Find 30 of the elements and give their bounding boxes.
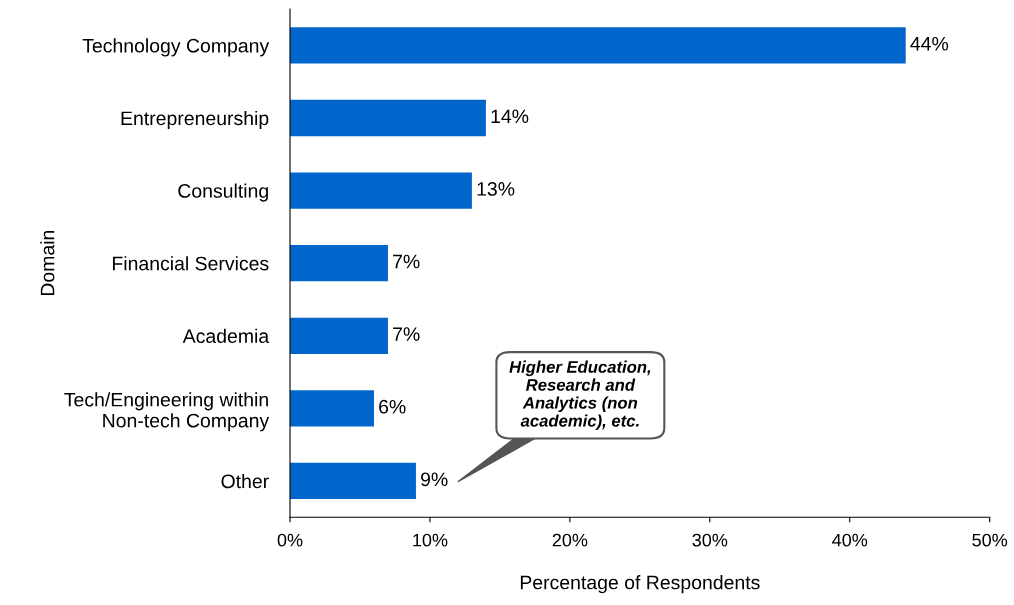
bar bbox=[290, 245, 388, 282]
x-tick-label: 10% bbox=[413, 533, 448, 547]
data-label: 7% bbox=[393, 254, 420, 269]
y-tick-label: Entrepreneurship bbox=[121, 110, 269, 130]
x-tick-label: 40% bbox=[832, 533, 868, 547]
bar bbox=[290, 172, 472, 209]
data-label: 9% bbox=[421, 472, 448, 487]
bar bbox=[290, 317, 388, 354]
bar bbox=[290, 27, 906, 64]
x-axis-title: Percentage of Respondents bbox=[520, 575, 760, 594]
bar bbox=[290, 462, 416, 500]
x-tick-label: 0% bbox=[277, 533, 303, 547]
y-axis-title: Domain bbox=[40, 230, 55, 296]
y-tick-label: Other bbox=[221, 473, 269, 489]
data-label: 13% bbox=[477, 182, 515, 196]
data-label: 6% bbox=[379, 399, 406, 414]
y-tick-label: Consulting bbox=[178, 183, 268, 202]
x-tick-label: 20% bbox=[552, 533, 588, 547]
data-label: 14% bbox=[491, 109, 529, 124]
y-tick-label: Financial Services bbox=[113, 256, 269, 271]
annotation: Higher Education, Research and Analytics (non academic), etc. bbox=[509, 360, 651, 430]
x-tick-label: 30% bbox=[692, 533, 728, 547]
bar bbox=[290, 390, 374, 427]
y-tick-label: Tech/Engineering within Non-tech Company bbox=[64, 392, 270, 432]
data-label: 44% bbox=[910, 36, 949, 51]
x-tick-label: 50% bbox=[972, 533, 1008, 547]
y-tick-label: Academia bbox=[182, 328, 270, 344]
data-label: 7% bbox=[393, 327, 420, 341]
bar bbox=[290, 99, 486, 137]
y-tick-label: Technology Company bbox=[82, 38, 270, 57]
